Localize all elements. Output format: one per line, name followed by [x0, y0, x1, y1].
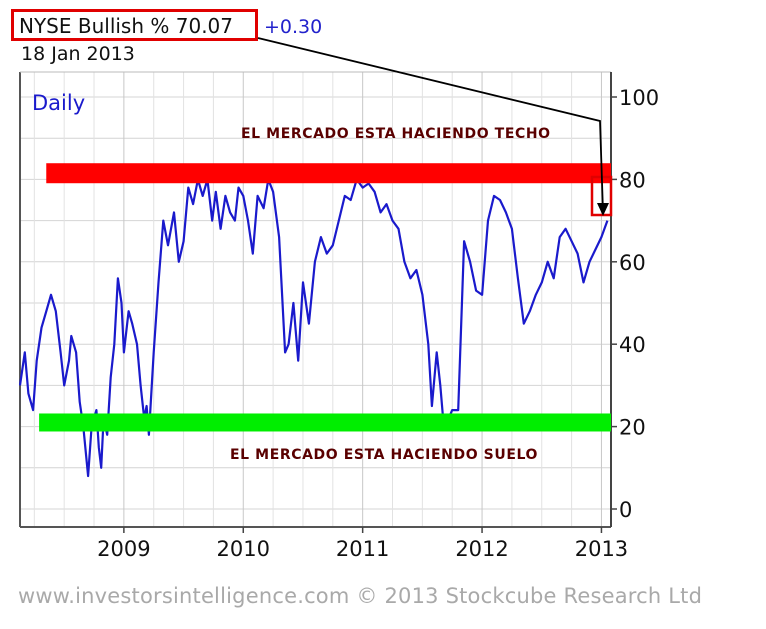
footer-copyright: www.investorsintelligence.com © 2013 Sto… [18, 584, 703, 608]
y-tick-label: 100 [619, 86, 659, 110]
x-tick-label: 2009 [97, 537, 150, 561]
x-tick-label: 2012 [455, 537, 508, 561]
annotation-techo: EL MERCADO ESTA HACIENDO TECHO [241, 126, 551, 142]
y-tick-label: 0 [619, 498, 632, 522]
annotation-suelo: EL MERCADO ESTA HACIENDO SUELO [230, 447, 538, 463]
x-tick-label: 2013 [575, 537, 628, 561]
x-tick-label: 2010 [217, 537, 270, 561]
change-value: +0.30 [264, 16, 323, 38]
chart-date: 18 Jan 2013 [21, 43, 135, 65]
bullish-percent-line [18, 178, 609, 478]
x-tick-label: 2011 [336, 537, 389, 561]
title-highlight-box [11, 9, 258, 41]
plot-area [20, 72, 611, 527]
chart-title: NYSE Bullish % 70.07 [19, 14, 234, 38]
y-tick-label: 60 [619, 251, 646, 275]
period-label: Daily [32, 91, 85, 115]
suelo-band [39, 413, 612, 432]
pointer-arrowhead [597, 203, 609, 216]
techo-band [46, 163, 612, 184]
y-tick-label: 20 [619, 416, 646, 440]
y-tick-label: 40 [619, 333, 646, 357]
y-tick-label: 80 [619, 168, 646, 192]
pointer-arrow-line [257, 37, 604, 213]
